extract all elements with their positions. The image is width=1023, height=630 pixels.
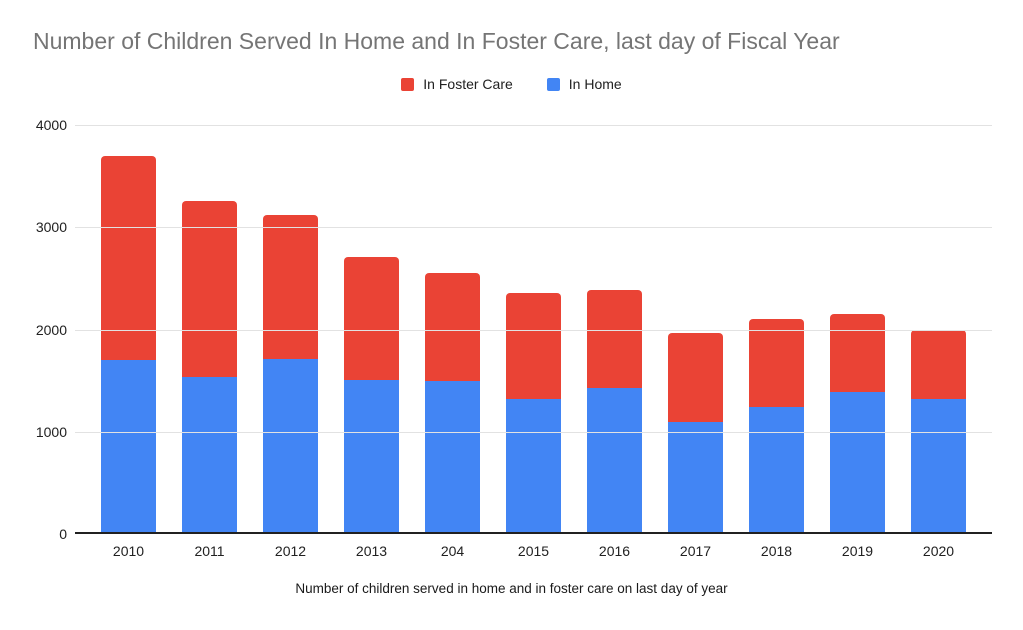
x-axis-tick-label: 2019 xyxy=(841,543,874,559)
gridline xyxy=(75,329,992,331)
x-axis-tick-label: 2015 xyxy=(517,543,550,559)
bar-2010: 2010 xyxy=(101,125,156,559)
bar-segment-in-home xyxy=(425,381,480,532)
legend-item-foster-care: In Foster Care xyxy=(401,76,513,92)
y-axis-tick-label: 4000 xyxy=(35,117,67,133)
bar-segment-in-home xyxy=(587,387,642,532)
bar-segment-foster-care xyxy=(911,329,966,399)
y-axis-tick-label: 0 xyxy=(59,526,67,542)
legend-swatch-foster-care-icon xyxy=(401,77,415,91)
legend-label-in-home: In Home xyxy=(568,76,622,92)
bar-segment-foster-care xyxy=(344,257,399,381)
x-axis-tick-label: 2010 xyxy=(112,543,145,559)
bar-segment-in-home xyxy=(182,377,237,532)
bar-segment-in-home xyxy=(263,359,318,532)
bar-2017: 2017 xyxy=(668,125,723,559)
x-axis-tick-label: 2018 xyxy=(760,543,793,559)
legend-label-foster-care: In Foster Care xyxy=(423,76,513,92)
bar-2018: 2018 xyxy=(749,125,804,559)
gridline xyxy=(75,227,992,229)
y-axis-tick-label: 1000 xyxy=(35,423,67,440)
x-axis-tick-label: 2016 xyxy=(598,543,631,559)
bar-2011: 2011 xyxy=(182,125,237,559)
x-axis-tick-label: 2020 xyxy=(922,543,955,559)
gridline xyxy=(75,125,992,126)
bar-segment-in-home xyxy=(911,398,966,532)
x-axis-tick-label: 2013 xyxy=(355,543,388,559)
bar-segment-in-home xyxy=(668,422,723,532)
bar-204: 204 xyxy=(425,125,480,559)
chart-title: Number of Children Served In Home and In… xyxy=(33,28,840,54)
bar-segment-foster-care xyxy=(749,319,804,407)
bar-2020: 2020 xyxy=(911,125,966,559)
bar-2013: 2013 xyxy=(344,125,399,559)
bar-2012: 2012 xyxy=(263,125,318,559)
x-axis-tick-label: 204 xyxy=(440,543,465,559)
x-axis-tick-label: 2017 xyxy=(679,543,712,559)
plot-area: 2010 2011 2012 2013 204 2015 2016 2017 2018 2019 2… xyxy=(75,125,992,559)
legend-swatch-in-home-icon xyxy=(546,77,560,91)
bar-segment-foster-care xyxy=(182,201,237,378)
bar-segment-foster-care xyxy=(425,272,480,382)
bar-2016: 2016 xyxy=(587,125,642,559)
legend-item-in-home: In Home xyxy=(546,76,622,92)
chart-legend: In Foster Care In Home xyxy=(0,76,1023,92)
x-axis-tick-label: 2011 xyxy=(194,543,225,559)
y-axis-tick-label: 3000 xyxy=(35,219,67,236)
bar-segment-in-home xyxy=(830,391,885,532)
bar-segment-foster-care xyxy=(668,332,723,423)
y-axis-tick-label: 2000 xyxy=(35,321,67,338)
x-axis-tick-label: 2012 xyxy=(274,543,307,559)
bar-2015: 2015 xyxy=(506,125,561,559)
x-axis-title: Number of children served in home and in… xyxy=(295,581,728,596)
bar-segment-in-home xyxy=(749,406,804,532)
bar-segment-foster-care xyxy=(263,214,318,360)
bar-segment-foster-care xyxy=(830,314,885,392)
bar-segment-foster-care xyxy=(587,289,642,388)
bar-segment-foster-care xyxy=(101,155,156,361)
bar-2019: 2019 xyxy=(830,125,885,559)
bars-container: 2010 2011 2012 2013 204 2015 2016 2017 2018 2019 2… xyxy=(75,125,992,559)
bar-segment-in-home xyxy=(101,360,156,532)
bar-segment-in-home xyxy=(506,398,561,532)
bar-segment-in-home xyxy=(344,380,399,532)
bar-segment-foster-care xyxy=(506,292,561,399)
gridline xyxy=(75,431,992,433)
